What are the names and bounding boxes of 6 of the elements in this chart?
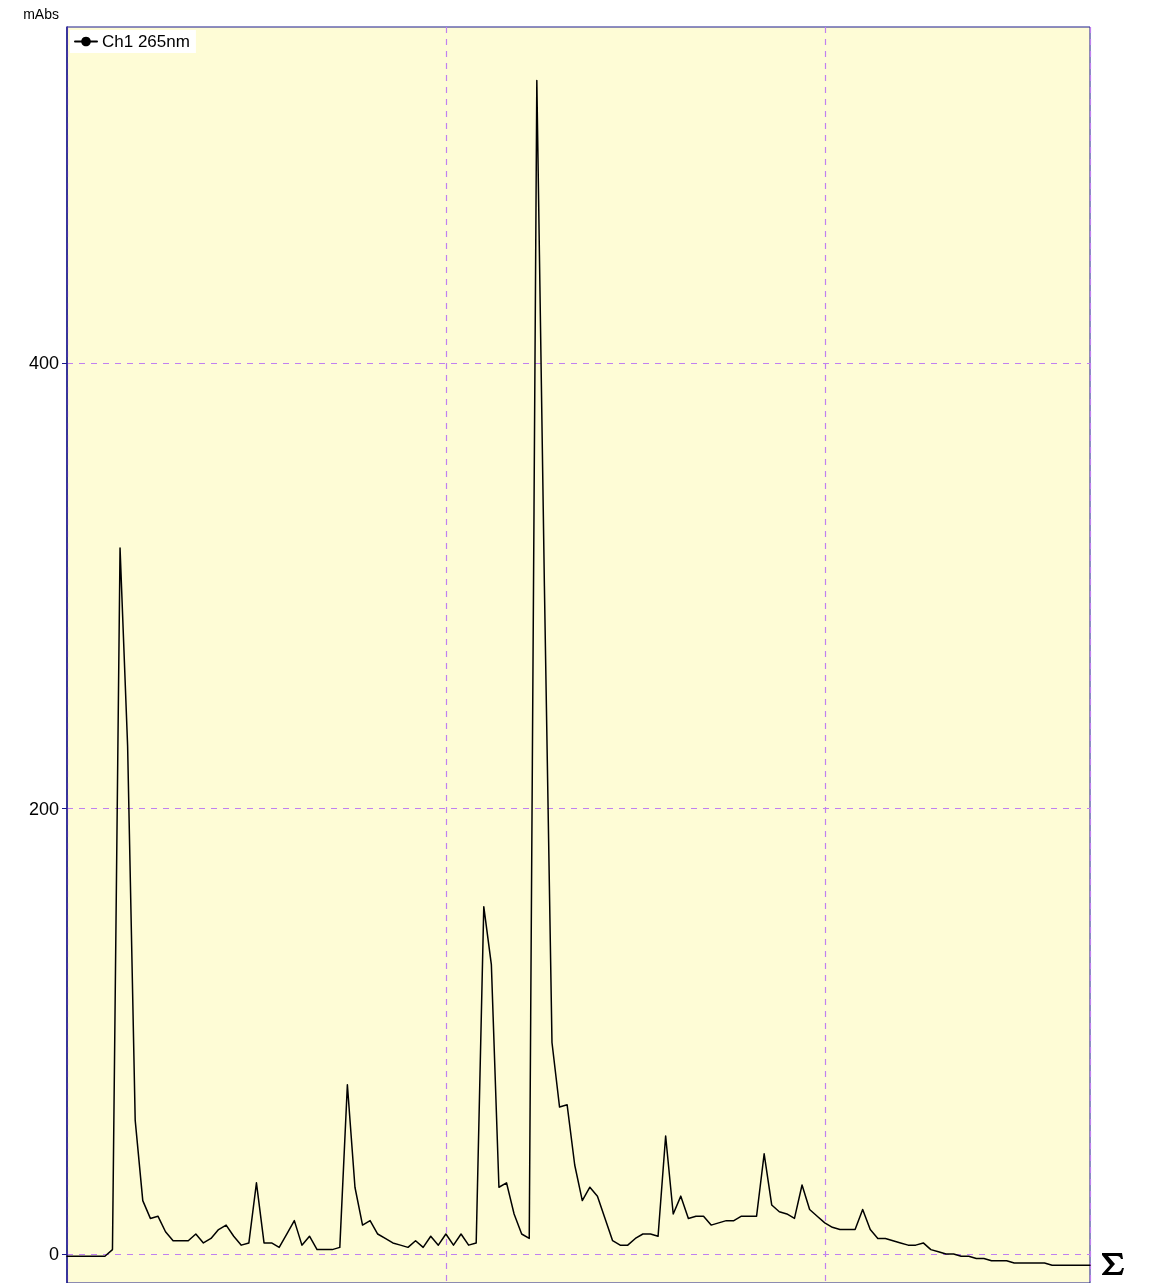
- y-axis-title: mAbs: [23, 6, 59, 22]
- y-tick-label: 400: [28, 353, 59, 374]
- legend-label: Ch1 265nm: [102, 32, 190, 51]
- line-series: [66, 79, 1091, 1266]
- y-tick-label: 200: [28, 798, 59, 819]
- y-tick-label: 0: [48, 1244, 59, 1265]
